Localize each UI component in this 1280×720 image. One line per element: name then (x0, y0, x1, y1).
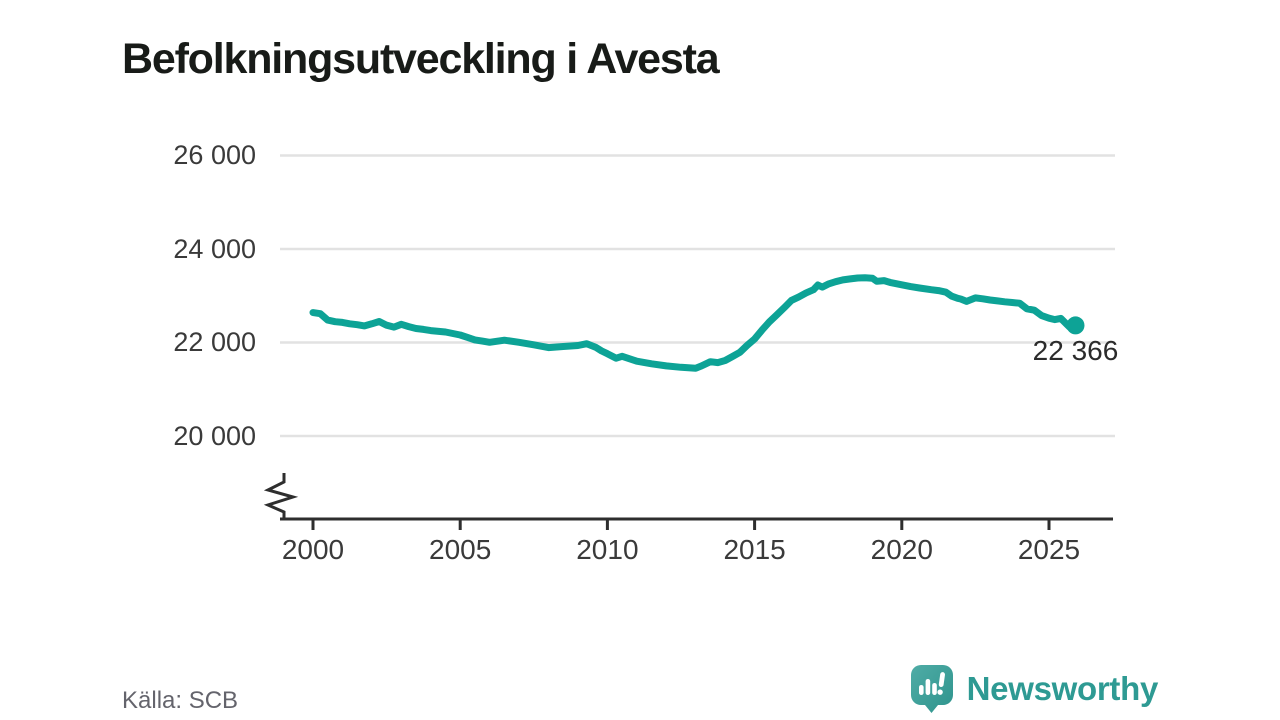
population-series-line (309, 274, 1079, 372)
x-axis-ticks (311, 519, 1051, 530)
y-axis-tick-label: 24 000 (173, 233, 256, 264)
x-axis-tick-label: 2015 (723, 534, 786, 565)
bar-chart-glyph (918, 679, 937, 695)
latest-value-dot (1066, 316, 1085, 335)
y-axis-tick-label: 26 000 (173, 140, 256, 170)
brand-name: Newsworthy (966, 670, 1159, 707)
newsworthy-speech-bubble-icon (910, 665, 953, 713)
gridlines (280, 154, 1115, 438)
x-axis-tick-label: 2005 (429, 534, 492, 565)
exclamation-glyph (937, 672, 945, 695)
page-title: Befolkningsutveckling i Avesta (122, 34, 720, 83)
x-axis-tick-label: 2010 (576, 534, 639, 565)
y-axis-break-zigzag-icon (263, 473, 299, 519)
y-axis-tick-label: 22 000 (173, 327, 256, 357)
x-axis-tick-label: 2025 (1017, 534, 1081, 565)
x-axis-tick-label: 2000 (281, 534, 345, 565)
newsworthy-logo: Newsworthy (910, 664, 1158, 714)
y-axis-tick-label: 20 000 (173, 420, 256, 451)
x-axis-tick-label: 2020 (870, 534, 933, 565)
source-attribution: Källa: SCB (122, 687, 239, 714)
end-value-label: 22 366 (1032, 335, 1119, 367)
